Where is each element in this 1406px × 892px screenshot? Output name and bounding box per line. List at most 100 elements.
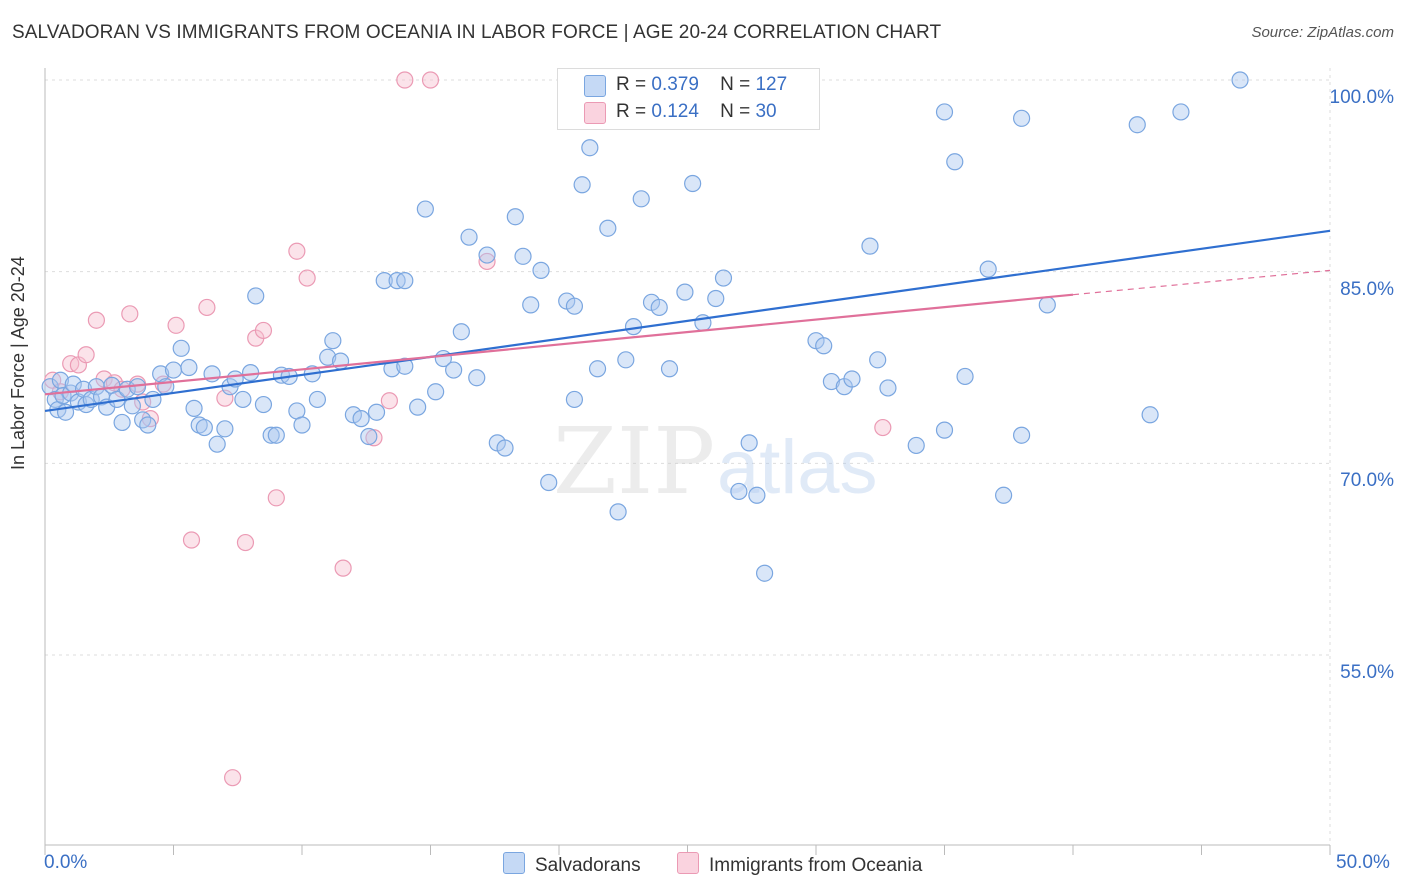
salvadoran-point [396,357,414,375]
salvadoran-point [755,564,774,582]
salvadoran-point [565,297,584,315]
salvadoran-point [267,426,285,444]
legend-r-value: 0.124 [651,101,699,122]
x-tick-min: 0.0% [44,852,88,873]
salvadorans-swatch [503,852,525,874]
bottom-legend-salvadorans[interactable]: Salvadorans [503,852,641,877]
salvadoran-point [396,272,414,290]
oceania-point [874,418,892,437]
salvadoran-point [460,228,478,246]
salvadoran-point [352,410,370,428]
salvadoran-point [416,200,434,218]
salvadoran-point [164,361,183,379]
salvadoran-point [609,503,627,521]
salvadoran-point [573,176,591,194]
salvadorans-label: Salvadorans [535,855,641,876]
salvadoran-point [730,482,748,501]
salvadoran-point [632,190,650,208]
source-credit: Source: ZipAtlas.com [1251,24,1394,41]
salvadoran-point [822,372,841,391]
salvadoran-point [139,416,157,434]
salvadoran-point [617,351,635,369]
salvadoran-point [650,298,668,317]
salvadoran-point [1012,426,1031,444]
salvadoran-point [468,369,486,387]
oceania-point [380,392,398,410]
oceania-trend-extension [1072,269,1331,296]
watermark: ZIP atlas [553,408,878,515]
salvadoran-point [869,351,887,369]
salvadoran-point [588,360,607,378]
salvadoran-point [714,269,733,287]
salvadoran-point [532,261,550,279]
legend-n-label: N = [720,74,751,95]
salvadoran-point [262,426,280,444]
salvadoran-point [522,296,540,314]
legend-swatch-pink [584,102,606,124]
oceania-point [396,71,414,89]
salvadoran-point [254,395,273,414]
salvadoran-point [195,418,213,437]
salvadoran-point [409,398,427,416]
salvadoran-point [427,383,445,401]
salvadoran-point [861,237,879,255]
salvadoran-point [46,390,64,409]
legend-swatch-blue [584,75,606,97]
oceania-point [254,321,273,340]
correlation-legend: R = 0.379 N = 127 R = 0.124 N = 30 [557,68,820,130]
legend-n-value: 127 [755,74,788,95]
oceania-point [198,298,216,317]
salvadoran-point [344,406,362,424]
salvadoran-point [185,399,203,417]
salvadoran-point [247,287,265,305]
oceania-point [288,242,306,260]
salvadoran-point [879,379,897,397]
salvadoran-point [152,365,170,383]
salvadoran-point [445,361,463,379]
oceania-point [87,311,106,329]
salvadoran-point [367,403,386,421]
salvadoran-point [514,247,532,265]
salvadoran-point [843,370,861,388]
salvadoran-point [216,420,234,438]
salvadoran-point [324,332,342,350]
oceania-point [267,489,285,507]
salvadoran-point [935,103,954,121]
salvadoran-point [1128,116,1146,134]
oceania-point [334,559,352,577]
salvadoran-point [319,348,337,366]
salvadoran-point [134,411,152,429]
salvadoran-point [293,416,311,434]
axes [44,68,1331,855]
bottom-legend-oceania[interactable]: Immigrants from Oceania [677,852,922,877]
salvadoran-point [506,208,524,226]
salvadoran-point [748,486,766,504]
salvadoran-trend-line [44,229,1331,413]
salvadoran-point [242,364,260,382]
salvadoran-point [815,337,833,355]
legend-r-label: R = [616,74,647,95]
y-tick-label: 100.0% [1329,87,1394,108]
salvadoran-point [979,260,997,278]
salvadoran-point [180,358,198,377]
salvadoran-point [707,289,725,308]
salvadoran-point [308,390,327,409]
oceania-point [167,316,185,334]
watermark-atlas: atlas [717,425,878,510]
salvadoran-point [676,283,694,301]
legend-n-value: 30 [755,101,777,122]
chart-title: SALVADORAN VS IMMIGRANTS FROM OCEANIA IN… [12,22,942,43]
salvadoran-point [208,435,226,453]
salvadoran-point [1012,109,1031,127]
legend-r-value: 0.379 [651,74,699,95]
salvadoran-points [41,68,1249,582]
oceania-trend-line [44,293,1074,396]
y-tick-label: 85.0% [1340,278,1394,300]
salvadoran-point [1038,296,1056,314]
salvadoran-point [113,413,131,432]
watermark-zip: ZIP [553,408,715,515]
salvadoran-point [172,339,190,357]
legend-n-label: N = [720,101,751,122]
salvadoran-point [540,473,558,492]
